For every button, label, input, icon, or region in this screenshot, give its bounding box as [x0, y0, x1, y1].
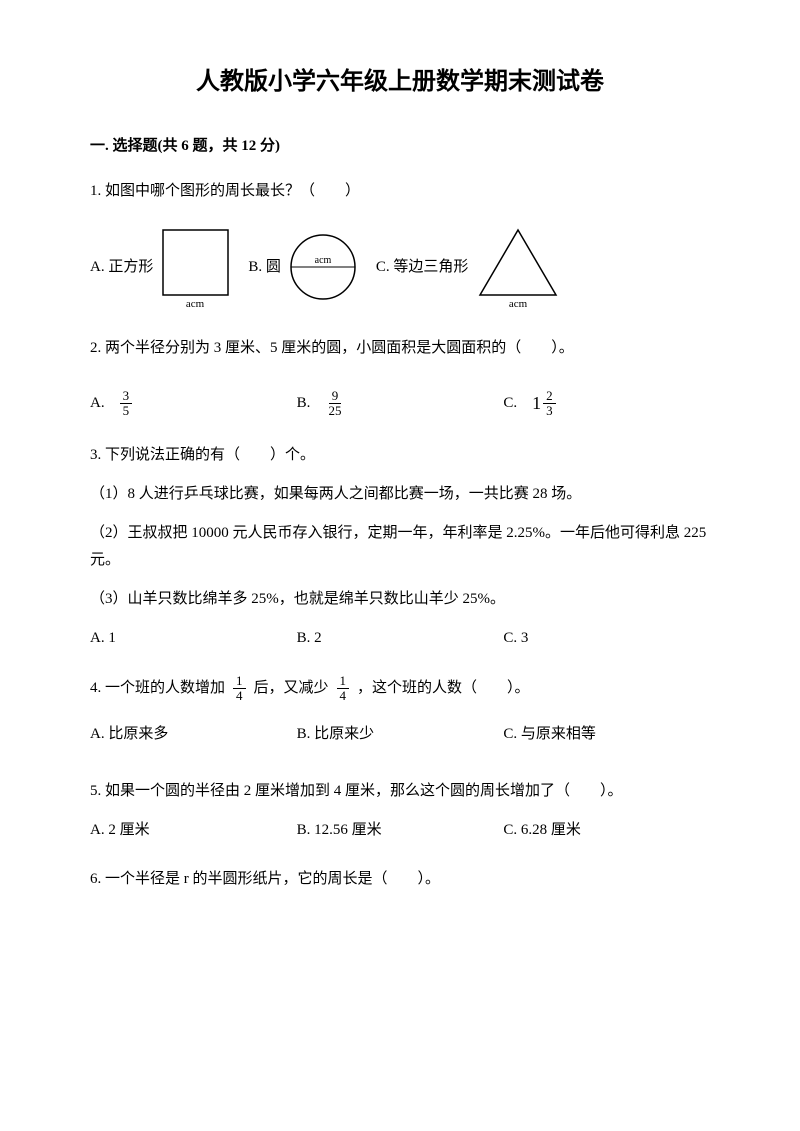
- q2-fracB-num: 9: [329, 389, 342, 404]
- q5-option-c: C. 6.28 厘米: [503, 817, 710, 844]
- q2-fracB-den: 25: [325, 404, 344, 418]
- question-1: 1. 如图中哪个图形的周长最长？（ ） A. 正方形 acm B. 圆 acm …: [90, 178, 710, 310]
- q4-frac1-den: 4: [233, 689, 246, 703]
- q1-option-b: B. 圆 acm: [248, 230, 361, 305]
- q2-mixedC-num: 2: [543, 389, 556, 404]
- q4-frac2-num: 1: [337, 674, 350, 689]
- q4-text-p1: 4. 一个班的人数增加: [90, 675, 225, 702]
- circle-shape-icon: acm: [286, 230, 361, 305]
- q4-frac1: 1 4: [233, 674, 246, 704]
- q5-text: 5. 如果一个圆的半径由 2 厘米增加到 4 厘米，那么这个圆的周长增加了（ ）…: [90, 778, 710, 805]
- q3-sub2: （2）王叔叔把 10000 元人民币存入银行，定期一年，年利率是 2.25%。一…: [90, 520, 710, 574]
- q3-option-a: A. 1: [90, 625, 297, 652]
- section-header: 一. 选择题(共 6 题，共 12 分): [90, 133, 710, 160]
- square-shape-icon: acm: [158, 225, 233, 310]
- q1-optC-label: C. 等边三角形: [376, 254, 469, 281]
- svg-text:acm: acm: [509, 298, 528, 310]
- q2-text: 2. 两个半径分别为 3 厘米、5 厘米的圆，小圆面积是大圆面积的（ ）。: [90, 335, 710, 362]
- question-4: 4. 一个班的人数增加 1 4 后，又减少 1 4 ，这个班的人数（ ）。 A.…: [90, 674, 710, 749]
- q3-option-c: C. 3: [503, 625, 710, 652]
- q2-optA-letter: A.: [90, 390, 105, 417]
- q4-option-a: A. 比原来多: [90, 721, 297, 748]
- q2-fracA-num: 3: [120, 389, 133, 404]
- q4-text-p2: 后，又减少: [254, 675, 329, 702]
- question-2: 2. 两个半径分别为 3 厘米、5 厘米的圆，小圆面积是大圆面积的（ ）。 A.…: [90, 335, 710, 419]
- q2-optB-letter: B.: [297, 390, 311, 417]
- q2-optC-letter: C.: [503, 390, 517, 417]
- svg-text:acm: acm: [315, 255, 332, 266]
- q2-option-b: B. 9 25: [297, 387, 504, 419]
- q4-options: A. 比原来多 B. 比原来少 C. 与原来相等: [90, 721, 710, 748]
- q2-options: A. 3 5 B. 9 25 C. 1 2 3: [90, 387, 710, 419]
- svg-text:acm: acm: [186, 298, 205, 310]
- q1-text: 1. 如图中哪个图形的周长最长？（ ）: [90, 178, 710, 205]
- q4-frac2: 1 4: [337, 674, 350, 704]
- q1-option-a: A. 正方形 acm: [90, 225, 233, 310]
- q5-options: A. 2 厘米 B. 12.56 厘米 C. 6.28 厘米: [90, 817, 710, 844]
- q1-optA-label: A. 正方形: [90, 254, 153, 281]
- q2-fraction-b: 9 25: [325, 389, 344, 419]
- q4-option-c: C. 与原来相等: [503, 721, 710, 748]
- q2-mixedC-fraction: 2 3: [543, 389, 556, 419]
- q1-shapes: A. 正方形 acm B. 圆 acm C. 等边三角形 acm: [90, 225, 710, 310]
- q2-mixedC-whole: 1: [532, 387, 541, 419]
- q3-option-b: B. 2: [297, 625, 504, 652]
- q4-text-p3: ，这个班的人数（ ）。: [357, 675, 530, 702]
- q2-option-c: C. 1 2 3: [503, 387, 710, 419]
- triangle-shape-icon: acm: [473, 225, 563, 310]
- q2-mixedC-den: 3: [543, 404, 556, 418]
- q5-option-a: A. 2 厘米: [90, 817, 297, 844]
- q4-option-b: B. 比原来少: [297, 721, 504, 748]
- q3-text: 3. 下列说法正确的有（ ）个。: [90, 442, 710, 469]
- q1-option-c: C. 等边三角形 acm: [376, 225, 564, 310]
- q4-frac2-den: 4: [337, 689, 350, 703]
- q1-optB-label: B. 圆: [248, 254, 281, 281]
- q3-sub3: （3）山羊只数比绵羊多 25%，也就是绵羊只数比山羊少 25%。: [90, 586, 710, 613]
- q2-fracA-den: 5: [120, 404, 133, 418]
- q4-text: 4. 一个班的人数增加 1 4 后，又减少 1 4 ，这个班的人数（ ）。: [90, 674, 710, 704]
- q2-fraction-a: 3 5: [120, 389, 133, 419]
- q6-text: 6. 一个半径是 r 的半圆形纸片，它的周长是（ ）。: [90, 866, 710, 893]
- q2-option-a: A. 3 5: [90, 387, 297, 419]
- question-3: 3. 下列说法正确的有（ ）个。 （1）8 人进行乒乓球比赛，如果每两人之间都比…: [90, 442, 710, 652]
- q2-mixed-c: 1 2 3: [532, 387, 556, 419]
- question-5: 5. 如果一个圆的半径由 2 厘米增加到 4 厘米，那么这个圆的周长增加了（ ）…: [90, 778, 710, 844]
- q5-option-b: B. 12.56 厘米: [297, 817, 504, 844]
- q4-frac1-num: 1: [233, 674, 246, 689]
- question-6: 6. 一个半径是 r 的半圆形纸片，它的周长是（ ）。: [90, 866, 710, 893]
- q3-options: A. 1 B. 2 C. 3: [90, 625, 710, 652]
- q3-sub1: （1）8 人进行乒乓球比赛，如果每两人之间都比赛一场，一共比赛 28 场。: [90, 481, 710, 508]
- page-title: 人教版小学六年级上册数学期末测试卷: [90, 60, 710, 103]
